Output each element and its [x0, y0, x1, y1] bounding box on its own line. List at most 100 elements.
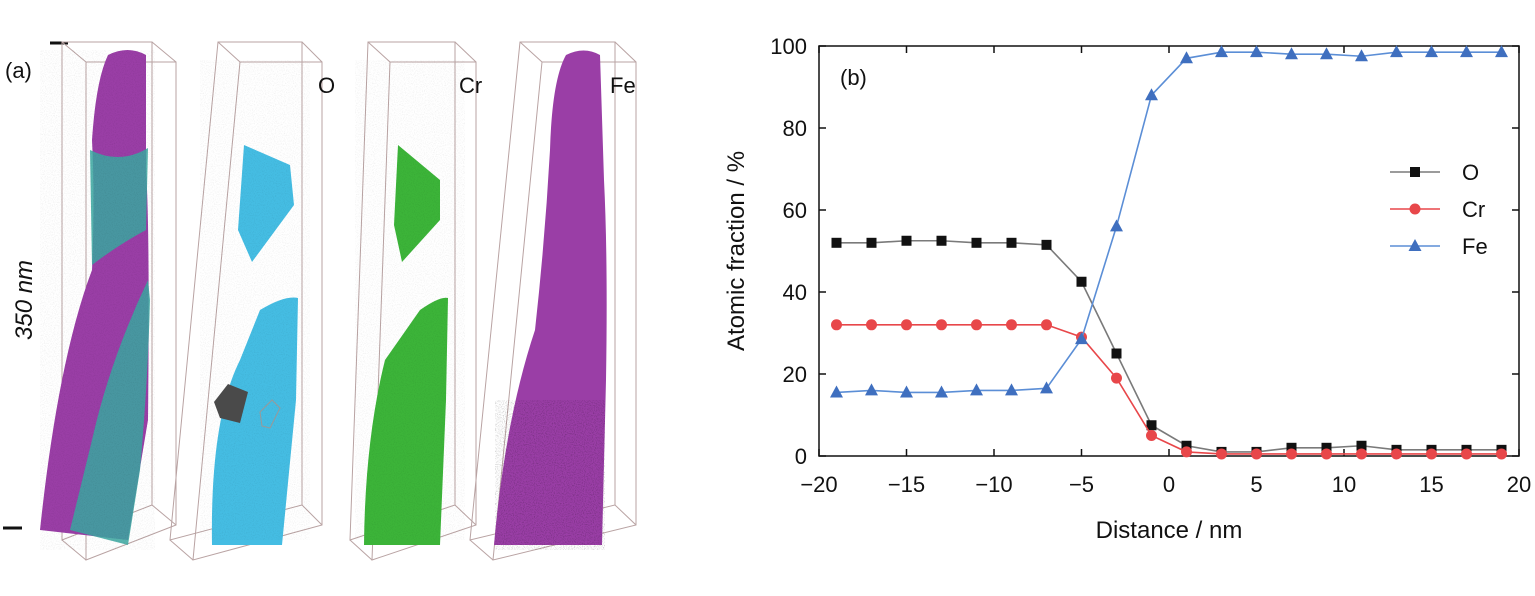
legend-item-cr: Cr [1390, 197, 1485, 222]
data-point-o [1286, 442, 1297, 453]
reconstruction-chromium: Cr [349, 41, 482, 561]
data-point-fe [1040, 381, 1053, 394]
data-point-o [1041, 239, 1052, 250]
x-tick-label: −20 [800, 472, 837, 497]
legend-marker-o [1410, 167, 1420, 177]
legend-item-o: O [1390, 160, 1479, 185]
element-label-fe: Fe [610, 73, 636, 98]
reconstruction-figure: (a) 350 nm O [3, 41, 637, 561]
data-point-cr [1146, 430, 1157, 441]
data-point-cr [1356, 448, 1367, 460]
y-tick-label: 20 [783, 362, 807, 387]
y-tick-label: 60 [783, 198, 807, 223]
data-point-cr [936, 319, 947, 331]
selection-box-icon [214, 384, 248, 423]
data-point-cr [1461, 448, 1472, 460]
series-line-o [836, 239, 1502, 453]
data-point-cr [1041, 319, 1052, 331]
y-tick-label: 80 [783, 116, 807, 141]
data-point-cr [1216, 448, 1227, 460]
data-point-cr [971, 319, 982, 331]
legend-label-cr: Cr [1462, 197, 1485, 222]
data-point-o [866, 237, 877, 248]
data-point-fe [970, 383, 983, 396]
data-point-fe [1005, 383, 1018, 396]
data-point-o [1006, 237, 1017, 248]
data-point-cr [1496, 448, 1507, 460]
y-tick-label: 40 [783, 280, 807, 305]
data-point-o [831, 237, 842, 248]
data-point-fe [935, 385, 948, 398]
x-axis-title: Distance / nm [1096, 517, 1243, 544]
data-point-fe [1390, 45, 1403, 58]
legend: O Cr Fe [1390, 160, 1488, 259]
x-tick-label: 10 [1332, 472, 1356, 497]
data-point-cr [1391, 448, 1402, 460]
data-point-o [1321, 442, 1332, 453]
data-point-fe [1250, 45, 1263, 58]
data-point-fe [1355, 49, 1368, 62]
x-tick-label: 15 [1419, 472, 1443, 497]
data-point-o [1181, 440, 1192, 451]
x-tick-label: 5 [1250, 472, 1262, 497]
data-point-fe [1320, 47, 1333, 60]
reconstruction-oxygen: O [169, 41, 335, 561]
data-point-cr [1111, 372, 1122, 384]
panel-a-label: (a) [5, 58, 32, 83]
scale-label: 350 nm [11, 260, 38, 340]
data-point-fe [1075, 332, 1088, 345]
x-tick-label: 0 [1163, 472, 1175, 497]
panel-b-chart: −20 −15 −10 −5 0 5 10 15 20 0 20 40 60 80 100 (b) Dist… [700, 0, 1535, 591]
data-point-fe [1285, 47, 1298, 60]
panel-a-reconstructions: (a) 350 nm O [0, 0, 700, 591]
series-cr [831, 319, 1507, 460]
scale-bar: 350 nm [3, 41, 68, 530]
x-tick-label: −10 [975, 472, 1012, 497]
data-point-fe [1180, 51, 1193, 64]
y-tick-label: 100 [770, 34, 807, 59]
data-point-fe [1145, 88, 1158, 101]
series-o [831, 235, 1507, 457]
data-point-o [1356, 440, 1367, 451]
data-point-o [971, 237, 982, 248]
legend-label-o: O [1462, 160, 1479, 185]
data-point-cr [901, 319, 912, 331]
panel-b-label: (b) [840, 65, 867, 90]
y-axis-title: Atomic fraction / % [723, 151, 750, 351]
x-tick-label: −15 [888, 472, 925, 497]
series-line-cr [836, 323, 1502, 455]
data-point-fe [1495, 45, 1508, 58]
data-point-o [901, 235, 912, 246]
element-label-o: O [318, 73, 335, 98]
data-point-cr [831, 319, 842, 331]
legend-marker-cr [1409, 203, 1421, 215]
data-point-fe [900, 385, 913, 398]
data-point-fe [1460, 45, 1473, 58]
data-point-cr [1426, 448, 1437, 460]
legend-item-fe: Fe [1390, 234, 1488, 259]
element-label-cr: Cr [459, 73, 482, 98]
reconstruction-combined [40, 41, 177, 561]
bounding-box-iron [469, 41, 637, 561]
data-point-fe [1215, 45, 1228, 58]
legend-label-fe: Fe [1462, 234, 1488, 259]
data-point-fe [1110, 219, 1123, 232]
series-line-fe [836, 51, 1502, 394]
x-tick-label: 20 [1507, 472, 1531, 497]
tick-labels: −20 −15 −10 −5 0 5 10 15 20 0 20 40 60 80 100 [770, 34, 1531, 497]
data-point-o [1111, 348, 1122, 359]
data-point-fe [830, 385, 843, 398]
series-layer [830, 45, 1508, 460]
y-tick-label: 0 [795, 444, 807, 469]
data-point-o [1076, 276, 1087, 287]
data-point-cr [1006, 319, 1017, 331]
data-point-o [1146, 420, 1157, 431]
data-point-fe [1425, 45, 1438, 58]
reconstruction-iron: Fe [469, 41, 637, 561]
data-point-cr [1286, 448, 1297, 460]
series-fe [830, 45, 1508, 398]
data-point-cr [1181, 446, 1192, 458]
data-point-cr [1251, 448, 1262, 460]
data-point-cr [866, 319, 877, 331]
x-tick-label: −5 [1069, 472, 1094, 497]
